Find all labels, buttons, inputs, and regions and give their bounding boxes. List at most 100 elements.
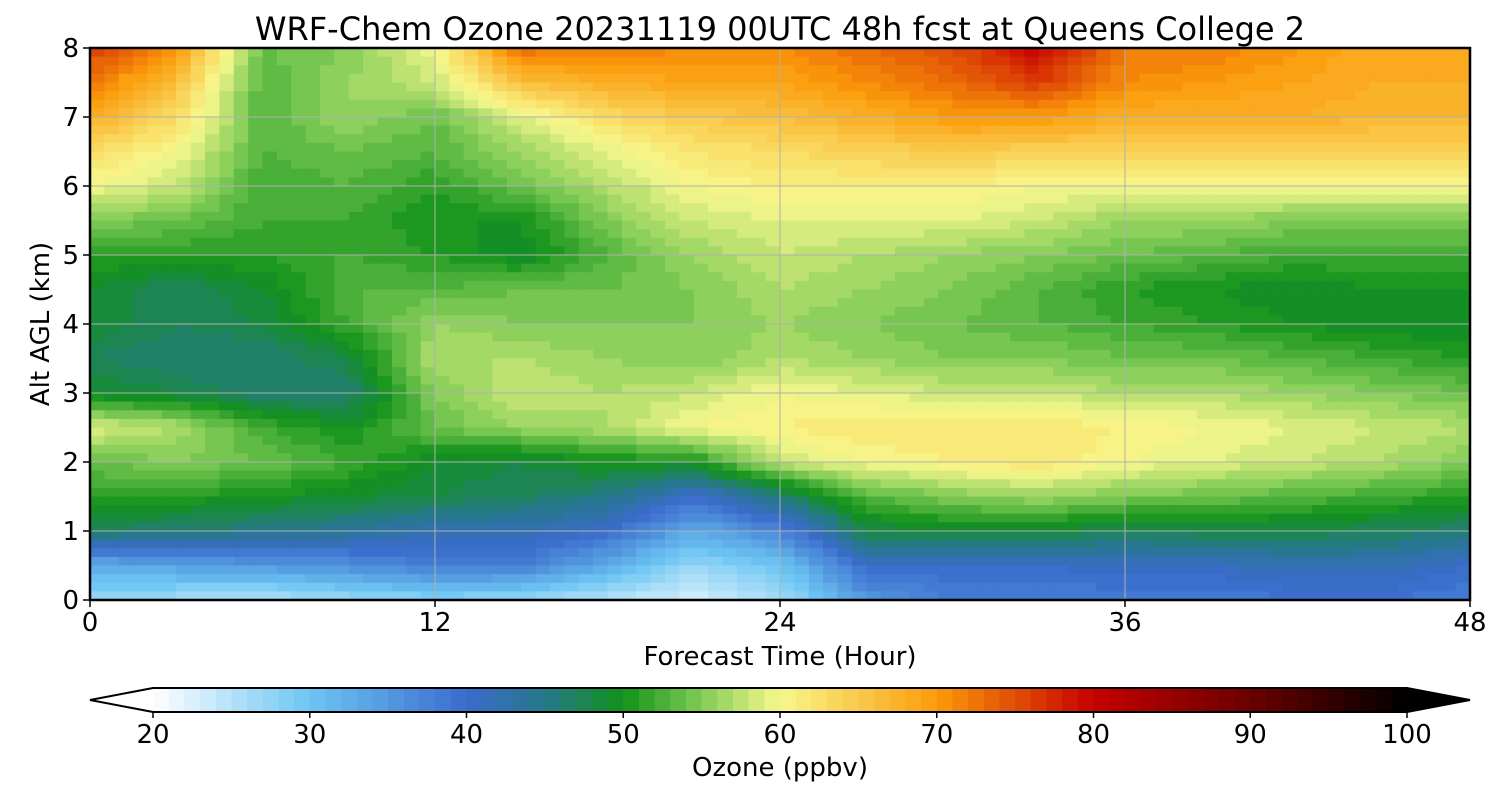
heatmap-cell [334, 306, 350, 316]
heatmap-cell [1110, 151, 1126, 161]
heatmap-cell [363, 349, 379, 360]
heatmap-cell [1340, 246, 1356, 256]
heatmap-cell [478, 160, 494, 170]
heatmap-cell [190, 358, 206, 368]
heatmap-cell [276, 56, 292, 66]
heatmap-cell [808, 332, 824, 342]
heatmap-cell [938, 82, 954, 92]
heatmap-cell [1254, 237, 1270, 247]
heatmap-cell [1311, 255, 1327, 265]
heatmap-cell [909, 427, 925, 437]
heatmap-cell [463, 349, 479, 360]
heatmap-cell [722, 125, 738, 135]
heatmap-cell [880, 332, 896, 342]
heatmap-cell [478, 125, 494, 135]
heatmap-cell [492, 255, 508, 265]
heatmap-cell [1067, 65, 1083, 75]
heatmap-cell [708, 289, 724, 299]
heatmap-cell [1240, 168, 1255, 178]
heatmap-cell [348, 324, 364, 334]
heatmap-cell [1311, 220, 1327, 230]
heatmap-cell [1139, 65, 1155, 75]
heatmap-cell [449, 349, 465, 360]
heatmap-cell [1369, 237, 1385, 247]
heatmap-cell [506, 306, 522, 316]
heatmap-cell [521, 384, 537, 394]
heatmap-cell [1283, 315, 1299, 325]
heatmap-cell [291, 306, 307, 316]
heatmap-cell [923, 168, 939, 178]
heatmap-cell [133, 99, 149, 109]
heatmap-cell [449, 160, 465, 170]
heatmap-cell [276, 289, 292, 299]
heatmap-cell [1340, 168, 1356, 178]
heatmap-cell [736, 315, 752, 325]
heatmap-cell [147, 168, 163, 178]
heatmap-cell [118, 393, 134, 403]
heatmap-cell [406, 410, 422, 420]
heatmap-cell [1455, 73, 1470, 84]
heatmap-cell [981, 462, 997, 472]
heatmap-cell [607, 211, 623, 222]
heatmap-cell [449, 255, 465, 265]
heatmap-cell [205, 341, 220, 351]
heatmap-cell [161, 255, 177, 265]
heatmap-cell [147, 470, 163, 480]
heatmap-cell [938, 177, 954, 187]
heatmap-cell [837, 375, 853, 385]
heatmap-cell [665, 65, 680, 75]
heatmap-cell [665, 142, 680, 153]
heatmap-cell [190, 298, 206, 308]
heatmap-cell [751, 479, 767, 489]
heatmap-cell [636, 91, 652, 101]
heatmap-cell [1398, 65, 1414, 75]
heatmap-cell [1010, 453, 1025, 463]
heatmap-cell [478, 384, 494, 394]
heatmap-cell [1369, 487, 1385, 498]
heatmap-cell [334, 324, 350, 334]
heatmap-cell [909, 246, 925, 256]
heatmap-cell [147, 160, 163, 170]
heatmap-cell [334, 289, 350, 299]
heatmap-cell [1283, 453, 1299, 463]
heatmap-cell [1326, 410, 1342, 420]
heatmap-cell [1096, 203, 1112, 213]
heatmap-cell [1010, 125, 1025, 135]
heatmap-cell [1139, 453, 1155, 463]
heatmap-cell [521, 117, 537, 127]
heatmap-cell [449, 229, 465, 239]
heatmap-cell [262, 332, 278, 342]
heatmap-cell [1182, 375, 1198, 385]
heatmap-cell [593, 151, 609, 161]
heatmap-cell [406, 367, 422, 377]
heatmap-cell [1024, 470, 1040, 480]
heatmap-cell [1153, 177, 1169, 187]
heatmap-cell [1182, 298, 1198, 308]
heatmap-cell [1326, 73, 1342, 84]
heatmap-cell [334, 203, 350, 213]
heatmap-cell [995, 65, 1011, 75]
heatmap-cell [291, 401, 307, 411]
heatmap-cell [348, 375, 364, 385]
heatmap-cell [363, 246, 379, 256]
heatmap-cell [780, 375, 795, 385]
heatmap-cell [334, 246, 350, 256]
heatmap-cell [981, 315, 997, 325]
heatmap-cell [1340, 341, 1356, 351]
heatmap-cell [1053, 332, 1069, 342]
heatmap-cell [938, 358, 954, 368]
heatmap-cell [1283, 186, 1299, 196]
heatmap-cell [765, 341, 781, 351]
heatmap-cell [851, 401, 867, 411]
heatmap-cell [420, 367, 436, 377]
heatmap-cell [823, 324, 839, 334]
heatmap-cell [722, 186, 738, 196]
heatmap-cell [751, 56, 767, 66]
heatmap-cell [478, 99, 494, 109]
heatmap-cell [1254, 427, 1270, 437]
heatmap-cell [161, 229, 177, 239]
heatmap-cell [1254, 117, 1270, 127]
heatmap-cell [1067, 203, 1083, 213]
heatmap-cell [837, 220, 853, 230]
heatmap-cell [693, 237, 709, 247]
